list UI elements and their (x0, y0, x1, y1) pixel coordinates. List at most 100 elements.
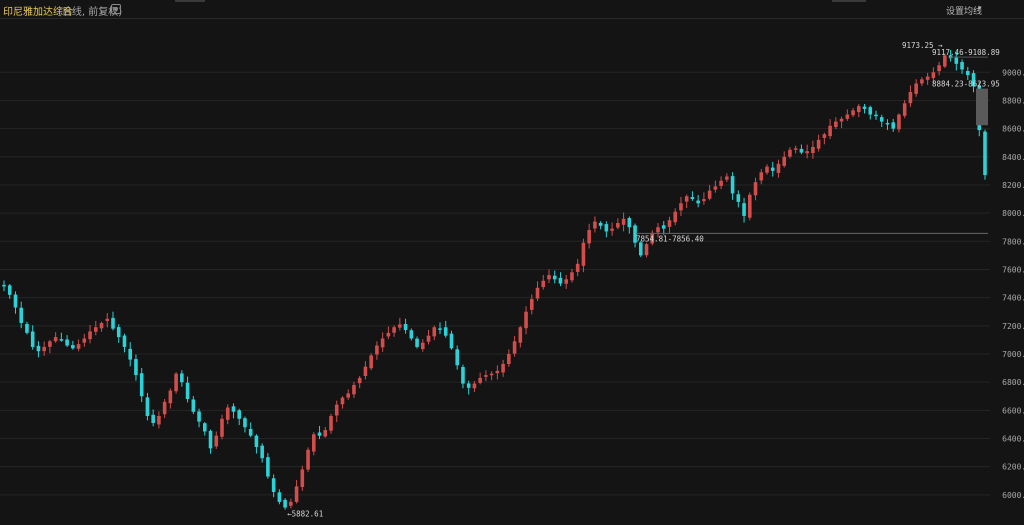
chevron-down-icon[interactable]: ▾ (978, 4, 982, 12)
candle-body (231, 406, 236, 412)
candle-body (386, 332, 391, 337)
y-tick-label: 6000.00 (1002, 491, 1024, 500)
candle-body (260, 445, 264, 459)
candle-body (811, 146, 815, 154)
candle-body (742, 203, 746, 216)
candle-body (730, 176, 735, 194)
candlestick-chart[interactable]: 6000.00 6200.00 6400.00 6600.00 6800.00 7000.… (0, 18, 1024, 525)
candle-body (478, 377, 482, 383)
candle-body (891, 122, 896, 129)
candle-body (357, 377, 362, 384)
candles (2, 49, 987, 510)
candle-body (145, 397, 150, 416)
candle-body (983, 131, 987, 176)
candle-body (535, 287, 540, 299)
candle-body (799, 148, 804, 153)
candle-body (874, 114, 878, 117)
candle-body (455, 349, 460, 366)
candle-body (363, 366, 368, 377)
gap-label: 7854.81-7856.40 (636, 234, 704, 243)
candle-body (839, 118, 844, 122)
candle-body (300, 469, 305, 488)
min-price-label: ←5882.61 (287, 510, 323, 519)
candle-body (59, 339, 64, 341)
candle-body (753, 182, 758, 196)
candle-body (42, 346, 46, 352)
candle-body (644, 244, 649, 256)
candle-body (507, 353, 511, 365)
candle-body (202, 423, 207, 432)
candle-body (214, 435, 219, 447)
candle-body (776, 163, 781, 173)
candle-body (518, 327, 523, 343)
candle-body (656, 227, 660, 233)
candle-body (443, 327, 448, 336)
candle-body (552, 275, 557, 280)
candle-body (191, 399, 196, 412)
candle-body (828, 125, 832, 137)
candle-body (931, 72, 936, 79)
candle-body (220, 418, 224, 437)
candle-body (524, 311, 528, 329)
candle-body (174, 373, 178, 392)
candle-body (277, 492, 282, 502)
candle-body (713, 186, 718, 190)
y-tick-label: 7000.00 (1002, 350, 1024, 359)
candle-body (684, 196, 689, 202)
candle-body (667, 220, 672, 227)
candle-body (495, 370, 500, 374)
ma-settings-button[interactable]: 设置均线 (946, 7, 983, 17)
candle-body (897, 114, 901, 130)
candle-body (375, 345, 379, 355)
candle-body (93, 327, 98, 332)
candle-body (845, 114, 850, 119)
candle-body (822, 134, 827, 138)
candle-body (616, 223, 620, 228)
candle-body (610, 228, 614, 231)
candle-body (702, 199, 706, 202)
grid-lines (0, 71, 990, 496)
candle-body (426, 335, 431, 342)
candle-body (225, 407, 230, 420)
candle-body (765, 166, 769, 173)
max-price-label: 9173.25 → (902, 41, 943, 50)
candle-body (438, 328, 442, 330)
candle-body (111, 317, 115, 329)
y-tick-label: 7200.00 (1002, 322, 1024, 331)
candle-body (19, 307, 24, 323)
candle-body (816, 139, 821, 149)
candle-body (673, 211, 678, 223)
candle-body (719, 180, 723, 186)
candle-body (7, 285, 12, 295)
chart-title: 印尼雅加达综合 (3, 7, 73, 18)
candle-body (461, 366, 465, 384)
candle-body (598, 222, 603, 226)
candle-body (420, 342, 425, 350)
candle-body (558, 277, 563, 284)
candle-body (248, 429, 253, 436)
candle-body (570, 272, 574, 281)
candle-body (920, 79, 924, 84)
y-tick-label: 6600.00 (1002, 406, 1024, 415)
candle-body (180, 373, 184, 383)
candle-body (529, 299, 534, 310)
candle-body (466, 383, 471, 388)
candle-body (197, 411, 201, 422)
candle-body (925, 76, 930, 80)
candle-body (965, 71, 970, 76)
candle-body (65, 339, 69, 346)
candle-body (834, 121, 838, 128)
y-tick-label: 8200.00 (1002, 181, 1024, 190)
candle-body (317, 432, 322, 436)
candle-body (403, 323, 408, 331)
annotations: 9173.25 →9117.46-9108.89 8884.23-8623.95 7… (287, 41, 1000, 519)
candle-body (151, 414, 155, 423)
tab-indicator (832, 0, 866, 2)
gap-box (976, 88, 988, 126)
candle-body (105, 318, 110, 321)
candle-body (449, 333, 454, 349)
candle-body (53, 337, 58, 342)
gear-icon[interactable] (111, 4, 121, 14)
candle-body (346, 393, 351, 398)
candle-body (788, 149, 792, 157)
